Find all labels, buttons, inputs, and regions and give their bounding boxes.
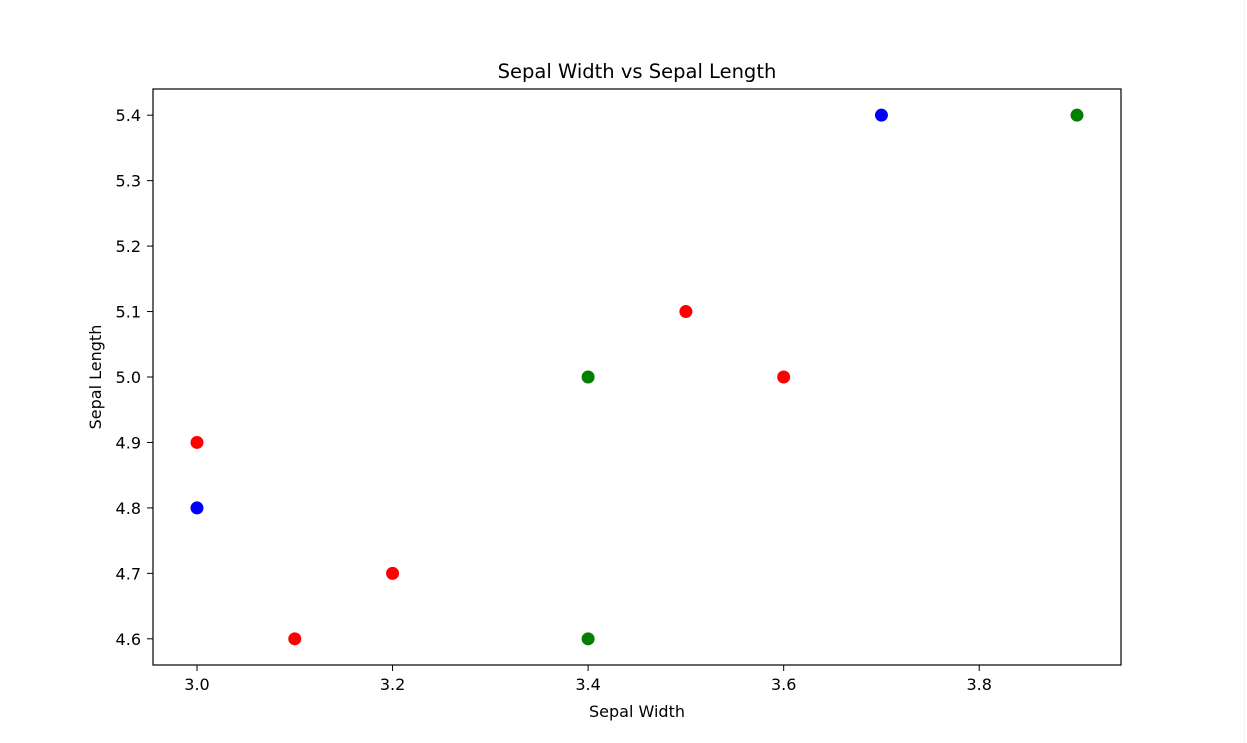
x-axis-label: Sepal Width xyxy=(589,702,685,721)
data-point xyxy=(581,370,595,384)
data-point xyxy=(874,108,888,122)
y-tick-label: 5.2 xyxy=(116,237,141,256)
x-tick-label: 3.8 xyxy=(966,675,991,694)
x-tick-label: 3.6 xyxy=(771,675,796,694)
data-points xyxy=(190,108,1084,646)
chart-title: Sepal Width vs Sepal Length xyxy=(498,60,777,83)
data-point xyxy=(386,566,400,580)
window-edge-divider xyxy=(1244,0,1245,743)
plot-area-frame xyxy=(152,88,1122,666)
x-tick-label: 3.0 xyxy=(184,675,209,694)
y-tick-label: 4.8 xyxy=(116,499,141,518)
x-axis: 3.0 3.2 3.4 3.6 3.8 xyxy=(184,665,992,694)
y-tick-label: 5.1 xyxy=(116,303,141,322)
y-tick-label: 5.4 xyxy=(116,106,141,125)
data-point xyxy=(777,370,791,384)
data-point xyxy=(679,305,693,319)
data-point xyxy=(190,435,204,449)
y-tick-label: 5.0 xyxy=(116,368,141,387)
y-axis: 4.6 4.7 4.8 4.9 5.0 5.1 5.2 5.3 5.4 xyxy=(116,106,153,649)
x-tick-label: 3.4 xyxy=(575,675,600,694)
data-point xyxy=(581,632,595,646)
x-tick-label: 3.2 xyxy=(380,675,405,694)
data-point xyxy=(1070,108,1084,122)
y-tick-label: 4.7 xyxy=(116,564,141,583)
y-tick-label: 5.3 xyxy=(116,172,141,191)
data-point xyxy=(288,632,302,646)
y-tick-label: 4.6 xyxy=(116,630,141,649)
y-axis-label: Sepal Length xyxy=(86,325,105,430)
data-point xyxy=(190,501,204,515)
y-tick-label: 4.9 xyxy=(116,433,141,452)
